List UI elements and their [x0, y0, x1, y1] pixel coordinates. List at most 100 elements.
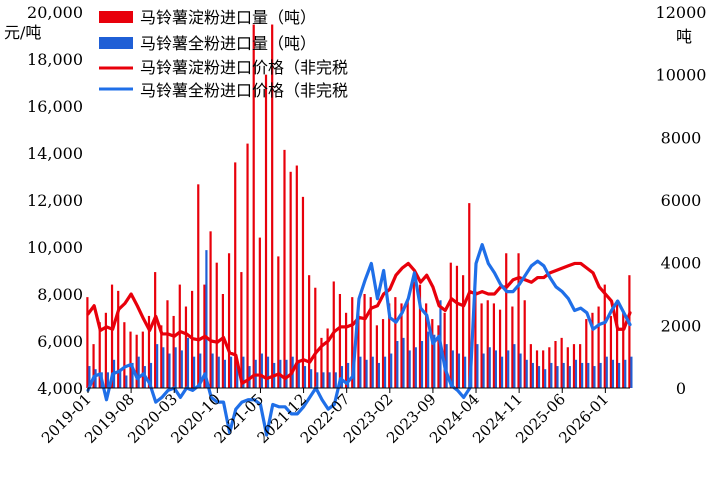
bar-flour-volume-2021-01: [236, 359, 239, 388]
legend-label-flour-price: 马铃薯全粉进口价格（非完税: [140, 81, 348, 100]
left-axis-unit: 元/吨: [4, 23, 41, 42]
bar-flour-volume-2024-05: [482, 353, 485, 388]
bar-starch-volume-2020-01: [160, 325, 163, 388]
bar-flour-volume-2021-02: [242, 356, 245, 388]
y-left-tick-label: 8,000: [37, 285, 83, 304]
bar-starch-volume-2021-07: [271, 24, 274, 389]
bar-flour-volume-2023-04: [402, 337, 405, 388]
bar-flour-volume-2021-11: [297, 359, 300, 388]
bar-flour-volume-2026-02: [611, 359, 615, 388]
bar-flour-volume-2020-11: [223, 359, 226, 388]
bar-starch-volume-2023-04: [400, 303, 403, 388]
bar-starch-volume-2023-10: [437, 325, 440, 388]
bar-flour-volume-2019-06: [119, 369, 122, 388]
bar-starch-volume-2022-09: [357, 306, 360, 388]
bar-starch-volume-2025-04: [548, 347, 551, 388]
bar-flour-volume-2022-03: [322, 372, 325, 388]
bar-starch-volume-2023-02: [388, 303, 391, 388]
y-left-tick-label: 4,000: [37, 379, 83, 398]
y-left-tick-label: 14,000: [27, 144, 83, 163]
bar-starch-volume-2021-11: [295, 165, 298, 388]
y-left-tick-label: 20,000: [27, 3, 83, 22]
bar-flour-volume-2024-10: [513, 344, 516, 388]
bar-flour-volume-2025-11: [593, 366, 596, 388]
bar-starch-volume-2025-12: [597, 306, 600, 388]
bar-starch-volume-2025-08: [572, 344, 576, 388]
bar-starch-volume-2024-07: [492, 303, 495, 388]
bar-starch-volume-2023-08: [425, 303, 428, 388]
bar-flour-volume-2025-10: [587, 362, 590, 388]
bar-starch-volume-2024-09: [505, 253, 508, 388]
bar-flour-volume-2025-04: [550, 362, 553, 388]
bar-flour-volume-2021-12: [303, 366, 307, 388]
bar-starch-volume-2021-02: [240, 272, 243, 388]
legend-item-flour-price: 马铃薯全粉进口价格（非完税: [99, 81, 348, 100]
bar-starch-volume-2019-12: [154, 272, 157, 388]
bar-flour-volume-2022-10: [365, 359, 368, 388]
bar-flour-volume-2023-07: [420, 341, 424, 388]
bar-starch-volume-2020-05: [184, 306, 188, 388]
bar-starch-volume-2023-06: [412, 281, 415, 388]
bar-flour-volume-2024-07: [494, 350, 497, 388]
y-left-tick-label: 12,000: [27, 191, 83, 210]
bar-flour-volume-2026-03: [617, 362, 621, 388]
bar-starch-volume-2026-05: [628, 275, 631, 388]
bar-flour-volume-2023-03: [396, 341, 399, 388]
legend-item-starch-volume: 马铃薯淀粉进口量（吨）: [99, 8, 316, 27]
bar-starch-volume-2019-06: [117, 290, 120, 388]
legend-swatch-starch-volume: [99, 11, 133, 23]
bar-starch-volume-2022-06: [338, 294, 342, 388]
bar-starch-volume-2023-07: [418, 284, 422, 388]
y-right-tick-label: 0: [676, 379, 686, 398]
bar-starch-volume-2019-04: [104, 312, 107, 388]
bar-flour-volume-2019-01: [88, 366, 91, 388]
bar-flour-volume-2024-09: [507, 350, 510, 388]
bar-starch-volume-2024-02: [462, 275, 465, 388]
bar-flour-volume-2023-09: [433, 334, 436, 388]
right-axis-unit: 吨: [676, 27, 692, 46]
bar-flour-volume-2022-04: [328, 372, 331, 388]
bar-starch-volume-2021-03: [246, 143, 249, 388]
bar-flour-volume-2019-02: [94, 369, 97, 388]
bar-flour-volume-2024-06: [488, 347, 491, 388]
bar-starch-volume-2021-01: [234, 162, 237, 388]
bar-flour-volume-2024-11: [519, 353, 522, 388]
legend-label-starch-volume: 马铃薯淀粉进口量（吨）: [140, 8, 316, 27]
bar-flour-volume-2023-01: [383, 356, 387, 388]
bar-starch-volume-2025-01: [529, 344, 532, 388]
bar-starch-volume-2023-09: [431, 319, 434, 388]
bar-starch-volume-2023-11: [443, 312, 446, 388]
bar-starch-volume-2026-01: [603, 284, 606, 388]
bar-flour-volume-2025-03: [544, 369, 547, 388]
bar-starch-volume-2026-04: [622, 312, 625, 388]
bar-starch-volume-2022-12: [375, 325, 378, 388]
bar-flour-volume-2026-04: [624, 359, 627, 388]
bar-flour-volume-2022-02: [316, 372, 319, 388]
bar-flour-volume-2026-05: [630, 356, 633, 388]
bar-starch-volume-2023-01: [381, 319, 385, 388]
bar-flour-volume-2022-12: [377, 362, 380, 388]
bar-starch-volume-2024-06: [486, 300, 489, 388]
bar-starch-volume-2020-10: [215, 262, 218, 388]
bar-starch-volume-2023-03: [394, 297, 397, 388]
legend-item-flour-volume: 马铃薯全粉进口量（吨）: [99, 34, 316, 53]
bar-flour-volume-2025-05: [556, 366, 559, 388]
bar-flour-volume-2021-06: [266, 356, 270, 388]
bar-starch-volume-2020-04: [178, 284, 181, 388]
y-left-tick-label: 10,000: [27, 238, 83, 257]
bar-starch-volume-2021-09: [283, 149, 286, 388]
bar-flour-volume-2020-07: [199, 353, 202, 388]
bar-flour-volume-2022-09: [359, 356, 362, 388]
bar-starch-volume-2021-04: [252, 24, 255, 389]
bar-starch-volume-2025-02: [535, 350, 539, 388]
bar-starch-volume-2025-11: [591, 312, 594, 388]
bar-flour-volume-2022-05: [334, 372, 337, 388]
bar-flour-volume-2023-12: [451, 350, 454, 388]
bar-flour-volume-2020-01: [162, 347, 165, 388]
y-left-tick-label: 6,000: [37, 332, 83, 351]
bar-flour-volume-2024-01: [457, 353, 461, 388]
bar-flour-volume-2020-03: [174, 347, 177, 388]
legend-swatch-flour-volume: [99, 37, 133, 49]
bar-starch-volume-2024-05: [480, 303, 483, 388]
